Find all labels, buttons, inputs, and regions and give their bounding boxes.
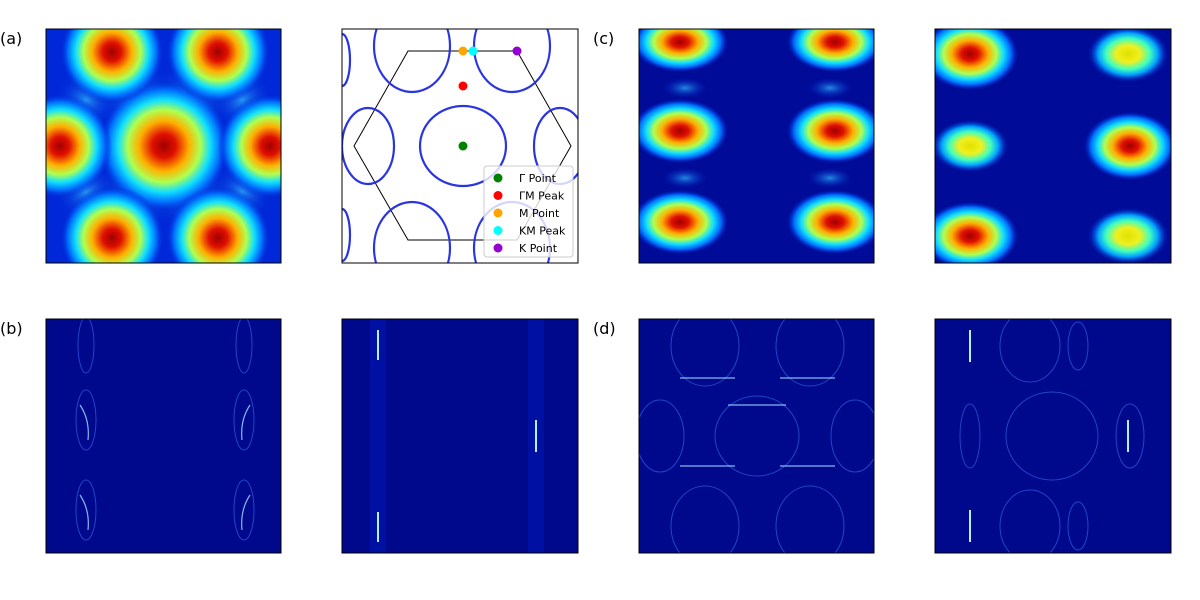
heatmap-shape	[235, 319, 253, 374]
fermi-surface-shape	[458, 46, 468, 56]
heatmap	[639, 319, 874, 553]
heatmap-shape-shape	[787, 29, 874, 72]
heatmap-shape	[775, 319, 845, 387]
fermi-surface-shape	[342, 207, 352, 263]
legend-marker	[493, 173, 503, 183]
legend-label: K Point	[519, 242, 558, 255]
fermi-surface-shape	[342, 106, 396, 186]
heatmap-shape	[1067, 501, 1089, 551]
legend-label: ΓM Peak	[519, 190, 565, 203]
legend-label: M Point	[519, 207, 560, 220]
heatmap-shape	[75, 389, 97, 451]
fermi-surface-shape	[372, 200, 452, 263]
heatmap-shape	[714, 395, 800, 477]
heatmap-shape	[370, 319, 386, 553]
fermi-surface-shape	[418, 104, 508, 188]
heatmap-shape	[935, 29, 1171, 263]
heatmap-shape-shape	[1088, 29, 1168, 82]
frame	[638, 318, 875, 554]
legend-marker	[493, 243, 503, 253]
heatmap-shape	[639, 399, 685, 473]
heatmap-shape	[830, 399, 874, 473]
heatmap-shape-shape	[787, 99, 874, 163]
frame	[934, 318, 1172, 554]
legend-marker	[493, 191, 503, 200]
heatmap-shape-shape	[639, 99, 728, 163]
heatmap	[342, 319, 578, 553]
frame	[638, 28, 875, 264]
frame	[934, 28, 1172, 264]
heatmap-shape-shape	[639, 29, 728, 72]
panel-label: (d)	[593, 319, 616, 338]
heatmap-shape-shape	[98, 80, 230, 212]
heatmap-shape-shape	[60, 186, 164, 263]
legend-shape	[483, 165, 574, 258]
legend-label: KM Peak	[519, 225, 566, 238]
heatmap-shape	[233, 479, 255, 541]
heatmap-shape-shape	[808, 78, 852, 98]
frame	[341, 318, 579, 554]
heatmap	[46, 29, 281, 263]
heatmap-shape	[639, 29, 874, 254]
fermi-surface-shape	[472, 29, 552, 94]
panel-label: (c)	[593, 29, 614, 48]
heatmap-shape	[77, 319, 95, 374]
heatmap-shape-shape	[166, 29, 270, 104]
heatmap-shape	[1115, 403, 1145, 469]
heatmap-shape	[1067, 321, 1089, 371]
heatmap-shape	[935, 319, 1171, 553]
heatmap-shape-shape	[218, 94, 281, 198]
heatmap	[46, 319, 281, 553]
legend-label: Γ Point	[519, 172, 557, 185]
panel-label: (a)	[0, 29, 22, 48]
heatmap-shape-shape	[46, 94, 112, 198]
fermi-surface-shape	[458, 141, 468, 151]
fermi-surface-shape	[458, 81, 468, 91]
panel-label: (b)	[0, 319, 23, 338]
heatmap-shape-shape	[1088, 208, 1168, 263]
heatmap-shape	[75, 479, 97, 541]
heatmap-shape-shape	[935, 29, 1018, 90]
heatmap-shape	[670, 319, 740, 387]
frame	[45, 318, 282, 554]
heatmap-shape	[670, 485, 740, 553]
fermi-surface-shape	[372, 29, 452, 94]
heatmap-shape	[999, 319, 1061, 383]
heatmap	[639, 29, 874, 263]
heatmap	[935, 29, 1171, 263]
fermi-surface-shape	[468, 46, 478, 56]
heatmap-shape-shape	[1084, 112, 1171, 180]
heatmap-shape	[79, 404, 251, 531]
heatmap-shape	[935, 29, 1168, 263]
frame	[45, 28, 282, 264]
legend: Γ Point ΓM Peak M Point KM Peak K Point	[483, 165, 574, 258]
heatmap-shape-shape	[166, 186, 270, 263]
frame	[341, 28, 579, 264]
heatmap-shape	[46, 29, 281, 263]
heatmap-shape	[233, 389, 255, 451]
legend-marker	[493, 208, 503, 218]
heatmap-shape-shape	[787, 190, 874, 254]
heatmap-shape	[46, 319, 281, 553]
heatmap-shape-shape	[935, 202, 1018, 263]
fermi-surface-shape	[512, 46, 522, 56]
heatmap-shape-shape	[639, 190, 728, 254]
heatmap	[935, 319, 1171, 553]
legend-marker	[493, 226, 503, 235]
heatmap-shape	[959, 403, 981, 469]
heatmap-shape	[999, 489, 1061, 553]
heatmap-shape	[663, 78, 852, 188]
heatmap-shape	[680, 377, 835, 467]
fermi-surface-shape	[342, 32, 352, 88]
heatmap-shape	[639, 319, 874, 553]
heatmap-shape	[1005, 391, 1099, 481]
heatmap-shape-shape	[60, 29, 164, 104]
heatmap-shape-shape	[808, 168, 852, 188]
heatmap-shape-shape	[663, 78, 707, 98]
heatmap-shape-shape	[663, 168, 707, 188]
heatmap-shape-shape	[935, 120, 1008, 172]
heatmap-shape	[775, 485, 845, 553]
